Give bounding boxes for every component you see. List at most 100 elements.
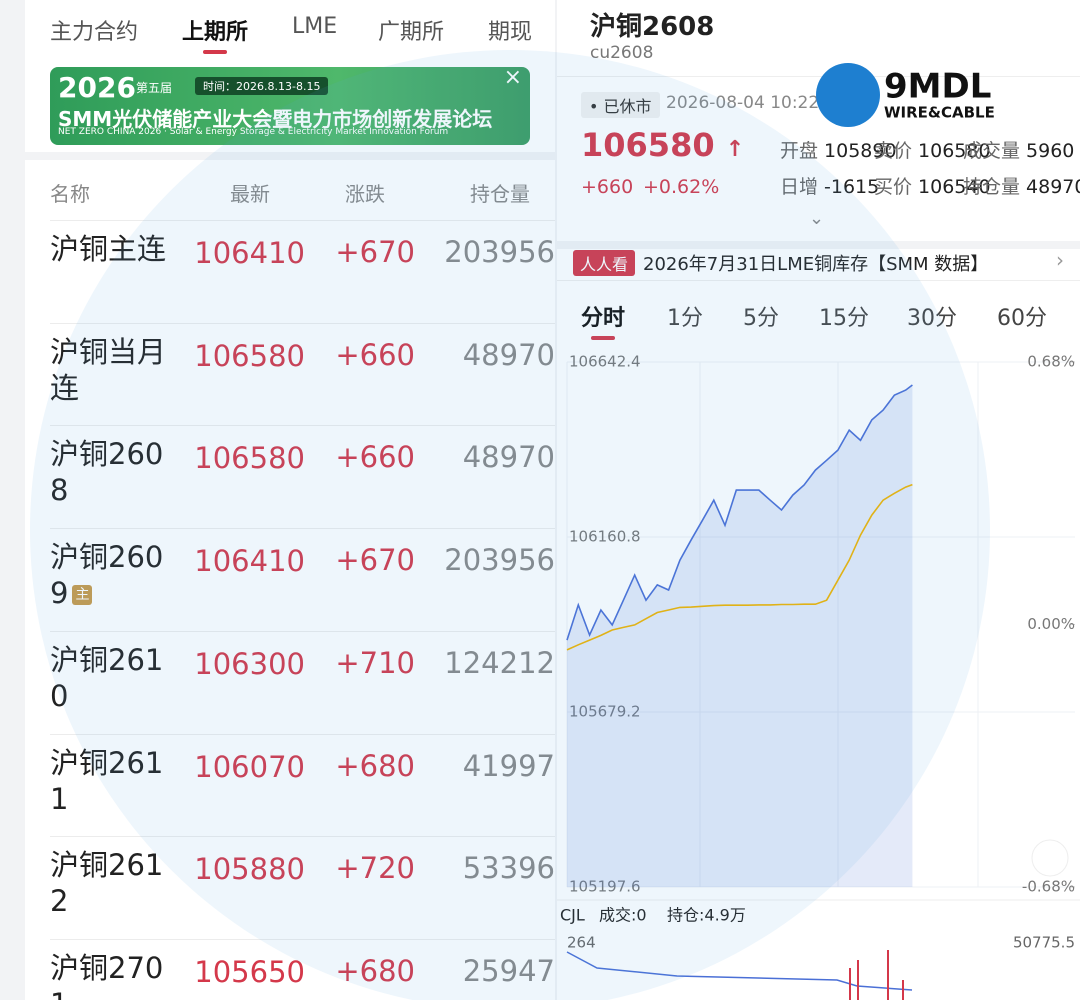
quote-row[interactable]: 沪铜2612 105880 +720 53396 [50, 836, 555, 939]
news-arrow: › [1056, 248, 1064, 272]
ad-banner[interactable]: 2026 第五届 时间：2026.8.13-8.15 SMM光伏储能产业大会暨电… [50, 67, 530, 145]
last-price: 106070 [194, 749, 305, 784]
open-interest: 25947 [462, 953, 555, 988]
open-interest: 48970 [462, 440, 555, 475]
contract-name: 沪铜2610 [50, 642, 175, 714]
y-tick-label: 106642.4 [569, 353, 641, 371]
period-tab[interactable]: 分时 [581, 300, 625, 340]
divider [25, 152, 555, 160]
banner-subtitle: NET ZERO CHINA 2026 · Solar & Energy Sto… [58, 127, 449, 137]
price-change: +660 [581, 176, 634, 198]
column-header[interactable]: 持仓量 [470, 182, 530, 206]
quote-stat: 持仓量48970 [963, 172, 1080, 199]
last-price: 105880 [194, 852, 305, 887]
last-price: 106410 [194, 544, 305, 579]
market-status: • 已休市 [581, 92, 660, 118]
y2-tick-label: 0.68% [1027, 353, 1075, 371]
stat-label: 成交量 [963, 140, 1021, 162]
last-price: 106580 ↑ [581, 126, 744, 164]
banner-close[interactable]: × [503, 67, 522, 90]
name-text: 沪铜2610 [50, 642, 164, 713]
price-change: +660 [335, 337, 415, 372]
quote-row[interactable]: 沪铜2610 106300 +710 124212 [50, 630, 555, 734]
news-bar[interactable]: 人人看 2026年7月31日LME铜库存【SMM 数据】 › [573, 248, 1080, 276]
price-change: +660 [335, 440, 415, 475]
price-change: +710 [335, 645, 415, 680]
banner-edition: 第五届 [136, 81, 173, 95]
quote-stat: 卖价 106580 [874, 136, 991, 163]
quote-stat: 买价 106540 [874, 172, 991, 199]
contract-name: 沪铜2611 [50, 745, 175, 817]
up-arrow: ↑ [725, 137, 745, 162]
period-tab[interactable]: 60分 [997, 306, 1047, 331]
market-list-panel: 主力合约 上期所 LME 广期所 期现 2026 第五届 时间：2026.8.13-8.… [25, 0, 555, 1000]
quote-row[interactable]: 沪铜2611 106070 +680 41997 [50, 733, 555, 837]
exchange-tab[interactable]: 广期所 [378, 20, 445, 45]
quote-stat: 成交量 5960 [963, 136, 1074, 163]
volume-bar-decor [849, 968, 851, 1000]
stat-value: 106580 [918, 140, 991, 162]
price-change: +670 [335, 235, 415, 269]
column-header: 名称 [50, 182, 90, 206]
period-tab[interactable]: 5分 [743, 306, 779, 331]
volume-label: CJL [560, 906, 585, 925]
y2-tick-label: -0.68% [1022, 878, 1075, 896]
open-interest: 41997 [462, 748, 555, 783]
fullscreen-button[interactable] [1031, 839, 1069, 877]
news-tag: 人人看 [573, 250, 636, 276]
period-tab[interactable]: 15分 [819, 306, 869, 331]
expand-toggle[interactable]: ⌄ [809, 208, 825, 229]
exchange-tab[interactable]: LME [292, 14, 338, 39]
stat-label: 开盘 [780, 140, 819, 162]
name-text: 沪铜当月连 [50, 334, 167, 405]
banner-title: SMM光伏储能产业大会暨电力市场创新发展论坛 [58, 107, 493, 131]
stat-label: 日增 [780, 176, 819, 198]
y-tick-label: 105679.2 [569, 703, 641, 721]
quote-row[interactable]: 沪铜2609 主 106410 +670 203956 [50, 528, 555, 631]
period-tab[interactable]: 30分 [907, 306, 957, 331]
banner-time: 时间：2026.8.13-8.15 [195, 77, 329, 95]
price-change: +670 [335, 543, 415, 578]
volume-max-right: 50775.5 [1013, 934, 1075, 952]
name-text: 沪铜2609 [50, 540, 164, 611]
price-change-pct: +0.62% [643, 176, 720, 198]
oi-line-decor [566, 951, 913, 991]
y2-tick-label: 0.00% [1027, 615, 1075, 633]
contract-name: 沪铜2609 主 [50, 539, 175, 611]
exchange-tab[interactable]: 上期所 [182, 14, 248, 54]
period-tab[interactable]: 1分 [667, 306, 703, 331]
exchange-tab[interactable]: 期现 [488, 20, 533, 45]
banner-year: 2026 [58, 71, 136, 104]
main-badge: 主 [72, 585, 93, 606]
stat-value: 5960 [1026, 140, 1075, 162]
last-price: 105650 [194, 954, 305, 989]
exchange-tab[interactable]: 主力合约 [50, 20, 139, 45]
quote-row[interactable]: 沪铜当月连 106580 +660 48970 [50, 322, 555, 426]
divider [557, 76, 1080, 77]
name-text: 沪铜2611 [50, 745, 164, 816]
y-tick-label: 105197.6 [569, 878, 641, 896]
stat-label: 持仓量 [963, 176, 1021, 198]
stat-value: 106540 [918, 176, 991, 198]
quote-row[interactable]: 沪铜2608 106580 +660 48970 [50, 425, 555, 528]
open-interest: 48970 [462, 337, 555, 372]
y-tick-label: 106160.8 [569, 528, 641, 546]
divider [557, 241, 1080, 249]
last-price: 106580 [194, 338, 305, 373]
volume-bar-decor [857, 960, 859, 1000]
last-price: 106410 [194, 236, 305, 270]
quote-row[interactable]: 沪铜主连 106410 +670 203956 [50, 220, 555, 323]
open-interest: 124212 [444, 645, 555, 680]
volume-bar-decor [887, 950, 889, 1000]
price-change: +680 [335, 953, 415, 988]
quote-stat: 开盘 105890 [780, 136, 897, 163]
column-header[interactable]: 最新 [230, 182, 270, 206]
average-line [566, 483, 913, 651]
column-header[interactable]: 涨跌 [345, 182, 385, 206]
price-change: +720 [335, 851, 415, 886]
contract-name: 沪铜主连 [50, 231, 175, 267]
stat-value: 105890 [824, 140, 897, 162]
price-line [566, 384, 913, 641]
